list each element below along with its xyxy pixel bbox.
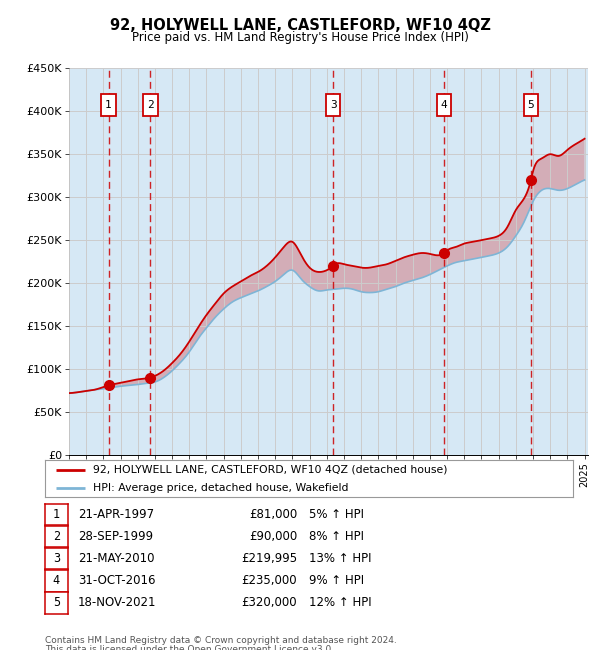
Text: 5% ↑ HPI: 5% ↑ HPI [309,508,364,521]
Text: 92, HOLYWELL LANE, CASTLEFORD, WF10 4QZ: 92, HOLYWELL LANE, CASTLEFORD, WF10 4QZ [110,18,490,33]
Bar [334,68,444,455]
Text: 3: 3 [53,552,60,566]
FancyBboxPatch shape [437,94,451,116]
FancyBboxPatch shape [326,94,340,116]
Text: 2: 2 [147,100,154,110]
Text: £235,000: £235,000 [241,575,297,588]
Text: Contains HM Land Registry data © Crown copyright and database right 2024.: Contains HM Land Registry data © Crown c… [45,636,397,645]
Text: Price paid vs. HM Land Registry's House Price Index (HPI): Price paid vs. HM Land Registry's House … [131,31,469,44]
Text: 4: 4 [441,100,448,110]
Text: 5: 5 [527,100,535,110]
Text: 1: 1 [53,508,60,521]
Text: 5: 5 [53,597,60,610]
Text: HPI: Average price, detached house, Wakefield: HPI: Average price, detached house, Wake… [92,483,348,493]
Text: 1: 1 [105,100,112,110]
Text: £81,000: £81,000 [249,508,297,521]
Text: 3: 3 [330,100,337,110]
Text: 31-OCT-2016: 31-OCT-2016 [78,575,155,588]
Text: 9% ↑ HPI: 9% ↑ HPI [309,575,364,588]
Bar [151,68,334,455]
Text: 8% ↑ HPI: 8% ↑ HPI [309,530,364,543]
Text: This data is licensed under the Open Government Licence v3.0.: This data is licensed under the Open Gov… [45,645,334,650]
Text: £219,995: £219,995 [241,552,297,565]
Text: 28-SEP-1999: 28-SEP-1999 [78,530,153,543]
Text: 2: 2 [53,530,60,543]
Text: £320,000: £320,000 [241,597,297,610]
Text: 12% ↑ HPI: 12% ↑ HPI [309,597,371,610]
FancyBboxPatch shape [143,94,158,116]
Text: £90,000: £90,000 [249,530,297,543]
Text: 21-MAY-2010: 21-MAY-2010 [78,552,155,565]
Text: 4: 4 [53,575,60,588]
Text: 21-APR-1997: 21-APR-1997 [78,508,154,521]
Text: 18-NOV-2021: 18-NOV-2021 [78,597,157,610]
Bar [531,68,588,455]
FancyBboxPatch shape [101,94,116,116]
FancyBboxPatch shape [524,94,538,116]
Text: 13% ↑ HPI: 13% ↑ HPI [309,552,371,565]
Bar [444,68,531,455]
Bar [69,68,109,455]
Bar [109,68,151,455]
Text: 92, HOLYWELL LANE, CASTLEFORD, WF10 4QZ (detached house): 92, HOLYWELL LANE, CASTLEFORD, WF10 4QZ … [92,465,447,474]
